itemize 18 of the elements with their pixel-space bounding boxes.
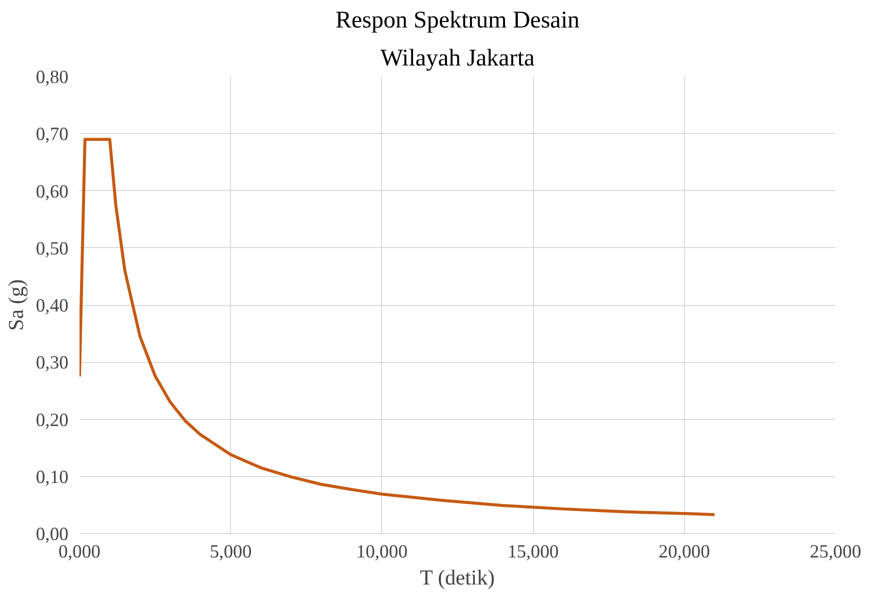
y-tick-label: 0,70 [36,124,69,146]
y-tick-label: 0,40 [36,296,69,316]
y-tick-label: 0,50 [36,238,69,260]
y-tick-label: 0,80 [36,67,69,88]
y-axis-title: Sa (g) [4,279,28,331]
x-tick-label: 25,000 [810,542,862,562]
y-tick-label: 0,60 [36,181,69,202]
x-tick-label: 5,000 [210,542,252,562]
y-tick-label: 0,10 [36,466,69,488]
x-tick-label: 15,000 [507,542,559,562]
x-axis-title: T (detik) [420,566,495,590]
y-tick-label: 0,30 [36,352,69,374]
chart-title: Respon Spektrum Desain [336,8,580,34]
line-series [80,138,716,516]
x-tick-label: 20,000 [658,542,710,562]
x-tick-label: 10,000 [356,542,408,562]
chart-subtitle: Wilayah Jakarta [380,46,535,72]
y-tick-label: 0,20 [36,410,69,431]
